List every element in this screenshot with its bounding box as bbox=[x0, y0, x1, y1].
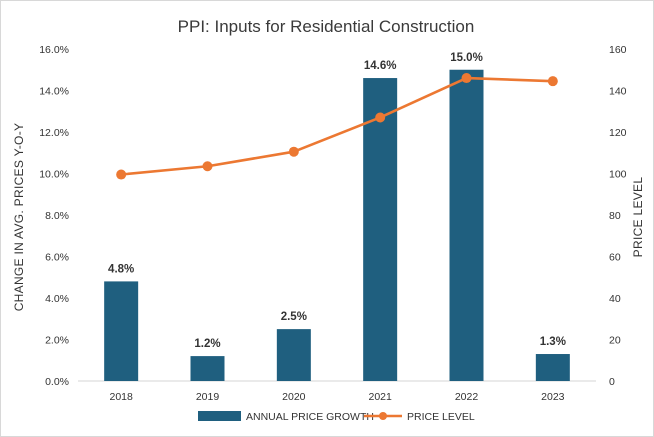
bar-2023 bbox=[535, 354, 570, 381]
right-axis-title: PRICE LEVEL bbox=[631, 177, 645, 258]
left-axis-tick-label: 2.0% bbox=[45, 335, 69, 347]
x-axis-tick-label: 2018 bbox=[109, 391, 133, 403]
x-axis-tick-label: 2020 bbox=[282, 391, 306, 403]
left-axis-tick-label: 16.0% bbox=[39, 44, 69, 56]
bar-2021 bbox=[363, 78, 398, 382]
right-axis-tick-label: 120 bbox=[609, 127, 627, 139]
x-axis-tick-label: 2023 bbox=[541, 391, 565, 403]
right-axis-tick-label: 140 bbox=[609, 86, 627, 98]
bar-data-label: 2.5% bbox=[281, 311, 307, 323]
legend-swatch-bar bbox=[198, 411, 241, 421]
legend-swatch-line-marker bbox=[379, 412, 387, 420]
left-axis-tick-label: 0.0% bbox=[45, 376, 69, 388]
right-axis-tick-label: 80 bbox=[609, 210, 621, 222]
x-axis-tick-label: 2021 bbox=[368, 391, 392, 403]
bar-series bbox=[104, 69, 570, 382]
x-axis-tick-label: 2022 bbox=[455, 391, 479, 403]
bar-data-label: 1.3% bbox=[540, 336, 566, 348]
price-level-line bbox=[119, 76, 555, 176]
chart-legend: ANNUAL PRICE GROWTH PRICE LEVEL bbox=[198, 411, 475, 423]
bar-data-label: 4.8% bbox=[108, 263, 134, 275]
bar-data-label: 14.6% bbox=[364, 60, 397, 72]
right-axis-tick-label: 160 bbox=[609, 44, 627, 56]
bar-2018 bbox=[104, 281, 139, 381]
price-level-point-2018 bbox=[116, 169, 127, 180]
x-axis-ticks: 2018 2019 2020 2021 2022 2023 bbox=[109, 391, 564, 403]
price-level-point-2022 bbox=[461, 73, 472, 84]
right-axis-tick-label: 0 bbox=[609, 376, 615, 388]
bar-data-label: 15.0% bbox=[450, 52, 483, 64]
left-axis-tick-label: 8.0% bbox=[45, 210, 69, 222]
right-axis-tick-label: 40 bbox=[609, 293, 621, 305]
bar-data-label: 1.2% bbox=[194, 338, 220, 350]
left-axis-title: CHANGE IN AVG. PRICES Y-O-Y bbox=[12, 123, 26, 312]
left-axis-tick-label: 6.0% bbox=[45, 252, 69, 264]
bar-2022 bbox=[449, 69, 484, 381]
right-axis-ticks: 0 20 40 60 80 100 120 140 160 bbox=[609, 44, 627, 388]
line-series bbox=[116, 73, 558, 180]
bar-2019 bbox=[190, 356, 225, 381]
left-axis-ticks: 0.0% 2.0% 4.0% 6.0% 8.0% 10.0% 12.0% 14.0% 16.0% bbox=[39, 44, 69, 388]
left-axis-tick-label: 12.0% bbox=[39, 127, 69, 139]
price-level-point-2019 bbox=[202, 161, 213, 172]
bar-2020 bbox=[276, 329, 311, 381]
bar-data-labels: 4.8% 1.2% 2.5% 14.6% 15.0% 1.3% bbox=[108, 52, 566, 350]
price-level-point-2023 bbox=[547, 76, 558, 87]
legend-label-line: PRICE LEVEL bbox=[407, 411, 475, 423]
price-level-point-2021 bbox=[375, 112, 386, 123]
right-axis-tick-label: 20 bbox=[609, 335, 621, 347]
left-axis-tick-label: 10.0% bbox=[39, 169, 69, 181]
chart-title: PPI: Inputs for Residential Construction bbox=[178, 17, 475, 36]
left-axis-tick-label: 14.0% bbox=[39, 86, 69, 98]
right-axis-tick-label: 100 bbox=[609, 169, 627, 181]
price-level-point-2020 bbox=[288, 146, 299, 157]
legend-label-bar: ANNUAL PRICE GROWTH bbox=[246, 411, 374, 423]
x-axis-tick-label: 2019 bbox=[196, 391, 220, 403]
right-axis-tick-label: 60 bbox=[609, 252, 621, 264]
left-axis-tick-label: 4.0% bbox=[45, 293, 69, 305]
